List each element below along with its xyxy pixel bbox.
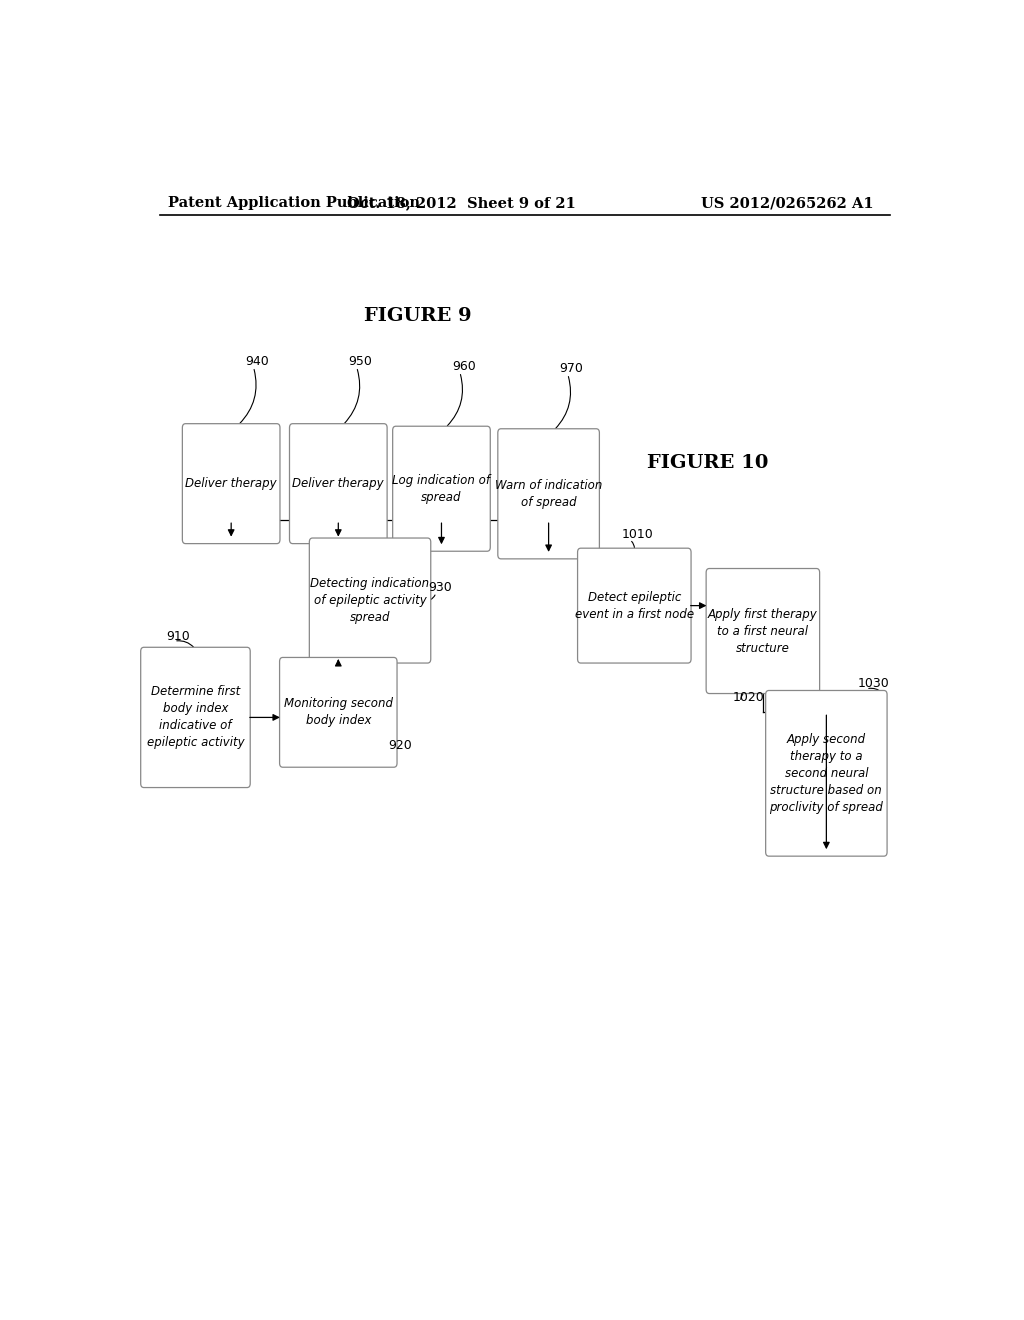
Text: 920: 920 (388, 739, 412, 752)
FancyBboxPatch shape (140, 647, 250, 788)
Text: Determine first
body index
indicative of
epileptic activity: Determine first body index indicative of… (146, 685, 245, 750)
FancyBboxPatch shape (578, 548, 691, 663)
Text: Apply first therapy
to a first neural
structure: Apply first therapy to a first neural st… (708, 607, 818, 655)
FancyBboxPatch shape (182, 424, 280, 544)
Text: 930: 930 (428, 581, 452, 594)
FancyArrowPatch shape (430, 595, 435, 599)
Text: 940: 940 (246, 355, 269, 368)
Text: 950: 950 (348, 355, 373, 368)
FancyArrowPatch shape (555, 376, 570, 429)
FancyBboxPatch shape (309, 539, 431, 663)
FancyArrowPatch shape (632, 541, 635, 548)
Text: FIGURE 10: FIGURE 10 (646, 454, 768, 473)
FancyBboxPatch shape (498, 429, 599, 558)
Text: 960: 960 (452, 360, 475, 374)
Text: Monitoring second
body index: Monitoring second body index (284, 697, 393, 727)
Text: Apply second
therapy to a
second neural
structure based on
proclivity of spread: Apply second therapy to a second neural … (769, 733, 884, 814)
FancyArrowPatch shape (177, 640, 194, 647)
Text: 1020: 1020 (733, 690, 765, 704)
Text: 970: 970 (560, 362, 584, 375)
FancyBboxPatch shape (392, 426, 490, 552)
Text: Detecting indication
of epileptic activity
spread: Detecting indication of epileptic activi… (310, 577, 430, 624)
Text: Detect epileptic
event in a first node: Detect epileptic event in a first node (574, 590, 694, 620)
Text: 1030: 1030 (858, 677, 890, 690)
Text: Log indication of
spread: Log indication of spread (392, 474, 490, 504)
Text: 1010: 1010 (622, 528, 653, 541)
FancyArrowPatch shape (240, 370, 256, 424)
Text: Warn of indication
of spread: Warn of indication of spread (495, 479, 602, 508)
FancyBboxPatch shape (280, 657, 397, 767)
FancyArrowPatch shape (868, 688, 882, 692)
FancyArrowPatch shape (374, 715, 394, 750)
FancyBboxPatch shape (766, 690, 887, 857)
FancyArrowPatch shape (344, 370, 359, 424)
Text: Deliver therapy: Deliver therapy (293, 477, 384, 490)
Text: Oct. 18, 2012  Sheet 9 of 21: Oct. 18, 2012 Sheet 9 of 21 (347, 197, 575, 210)
Text: FIGURE 9: FIGURE 9 (364, 308, 471, 325)
FancyBboxPatch shape (290, 424, 387, 544)
Text: Patent Application Publication: Patent Application Publication (168, 197, 420, 210)
FancyArrowPatch shape (740, 692, 744, 700)
Text: 910: 910 (166, 630, 189, 643)
FancyArrowPatch shape (447, 375, 463, 426)
Text: US 2012/0265262 A1: US 2012/0265262 A1 (701, 197, 873, 210)
FancyBboxPatch shape (707, 569, 819, 693)
Text: Deliver therapy: Deliver therapy (185, 477, 276, 490)
